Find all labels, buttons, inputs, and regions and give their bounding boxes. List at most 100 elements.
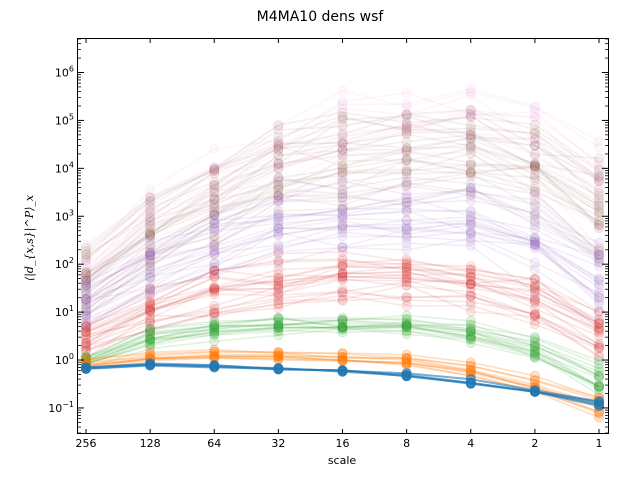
data-point	[209, 248, 220, 259]
data-point	[594, 355, 604, 366]
data-point	[273, 313, 284, 323]
data-point	[401, 109, 412, 120]
data-point	[337, 261, 348, 272]
data-point	[401, 125, 412, 136]
data-point	[209, 163, 220, 174]
data-point	[145, 298, 156, 309]
data-point	[594, 323, 604, 334]
data-point	[145, 272, 156, 283]
data-point	[209, 239, 220, 249]
data-point	[81, 344, 91, 355]
data-point	[529, 239, 540, 250]
data-point	[145, 335, 156, 346]
data-point	[529, 188, 540, 199]
data-point	[209, 218, 220, 229]
series-layer	[81, 83, 604, 423]
data-point	[401, 117, 412, 128]
data-point	[337, 272, 348, 283]
data-point	[209, 210, 220, 221]
data-point	[337, 205, 348, 216]
data-point	[209, 215, 220, 226]
data-point	[465, 148, 476, 158]
data-point	[209, 323, 220, 334]
data-point	[81, 280, 91, 291]
x-tick-label: 256	[76, 437, 97, 450]
data-point	[465, 211, 476, 222]
data-point	[465, 134, 476, 145]
data-point	[145, 347, 156, 358]
data-point	[401, 276, 412, 287]
series-line	[85, 145, 600, 306]
data-point	[209, 210, 220, 221]
data-point	[401, 179, 412, 190]
data-point	[209, 289, 220, 300]
data-point	[529, 239, 540, 250]
data-point	[337, 321, 348, 332]
data-point	[465, 86, 476, 97]
data-point	[594, 382, 604, 393]
data-point	[273, 180, 284, 191]
data-point	[209, 265, 220, 276]
data-point	[594, 371, 604, 382]
data-point	[594, 363, 604, 374]
series-line	[85, 134, 600, 287]
data-point	[337, 205, 348, 216]
data-point	[145, 239, 156, 250]
data-point	[594, 341, 604, 352]
data-point	[401, 111, 412, 122]
data-point	[529, 158, 540, 169]
data-point	[401, 229, 412, 240]
data-point	[81, 273, 91, 284]
data-point	[465, 226, 476, 237]
data-point	[273, 352, 284, 363]
data-point	[529, 294, 540, 305]
data-point	[465, 109, 476, 120]
data-point	[337, 192, 348, 203]
data-point	[465, 126, 476, 137]
data-point	[529, 102, 540, 113]
data-point	[594, 373, 604, 384]
data-point	[273, 172, 284, 183]
data-point	[529, 309, 540, 320]
data-point	[529, 336, 540, 347]
data-point	[209, 177, 220, 187]
data-point	[529, 224, 540, 235]
data-point	[81, 250, 91, 260]
data-point	[209, 329, 220, 340]
data-point	[337, 173, 348, 184]
data-point	[209, 283, 220, 294]
data-point	[209, 320, 220, 331]
data-point	[145, 316, 156, 326]
data-point	[401, 121, 412, 132]
series-line	[85, 284, 600, 358]
data-point	[401, 123, 412, 134]
data-point	[145, 261, 156, 272]
data-point	[81, 314, 91, 325]
data-point	[337, 150, 348, 161]
data-point	[594, 370, 604, 381]
series-line	[85, 94, 600, 263]
data-point	[273, 131, 284, 142]
data-point	[209, 344, 220, 355]
data-point	[273, 230, 284, 240]
data-point	[529, 241, 540, 252]
data-point	[529, 274, 540, 285]
data-point	[401, 317, 412, 328]
data-point	[529, 201, 540, 212]
data-point	[145, 212, 156, 223]
data-point	[529, 236, 540, 247]
data-point	[465, 159, 476, 170]
data-point	[594, 172, 604, 183]
series-group-1	[81, 344, 604, 423]
data-point	[337, 220, 348, 230]
data-point	[81, 352, 91, 362]
data-point	[145, 202, 156, 213]
data-point	[529, 175, 540, 186]
series-line	[85, 259, 600, 330]
series-line	[85, 273, 600, 333]
data-point	[337, 160, 348, 171]
data-point	[465, 167, 476, 178]
data-point	[465, 183, 476, 193]
data-point	[145, 278, 156, 289]
data-point	[337, 99, 348, 110]
